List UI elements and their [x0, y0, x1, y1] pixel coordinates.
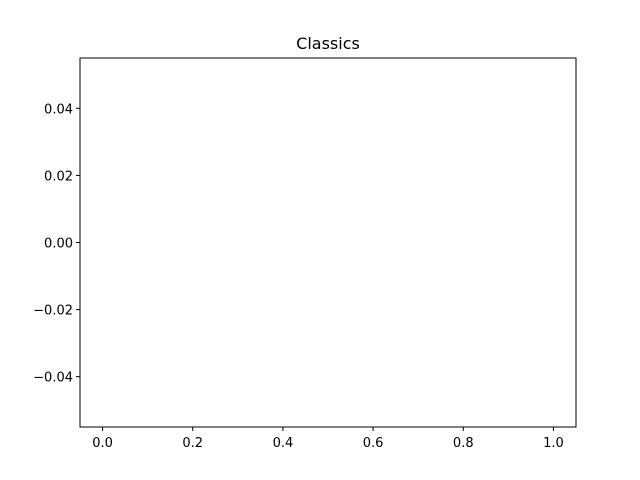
x-tick-label: 0.2 — [182, 436, 203, 451]
y-tick-label: −0.04 — [33, 371, 73, 386]
x-tick-label: 0.0 — [92, 436, 113, 451]
x-tick-label: 0.6 — [363, 436, 384, 451]
x-tick-label: 0.8 — [453, 436, 474, 451]
x-tick-label: 0.4 — [273, 436, 294, 451]
chart-title: Classics — [296, 34, 360, 53]
y-tick-label: −0.02 — [33, 304, 73, 319]
y-axis: 0.04 0.02 0.00 −0.02 −0.04 — [33, 102, 80, 386]
y-tick-label: 0.04 — [44, 102, 73, 117]
x-tick-label: 1.0 — [543, 436, 564, 451]
y-tick-label: 0.00 — [44, 237, 73, 252]
x-axis: 0.0 0.2 0.4 0.6 0.8 1.0 — [92, 427, 564, 451]
y-tick-label: 0.02 — [44, 169, 73, 184]
